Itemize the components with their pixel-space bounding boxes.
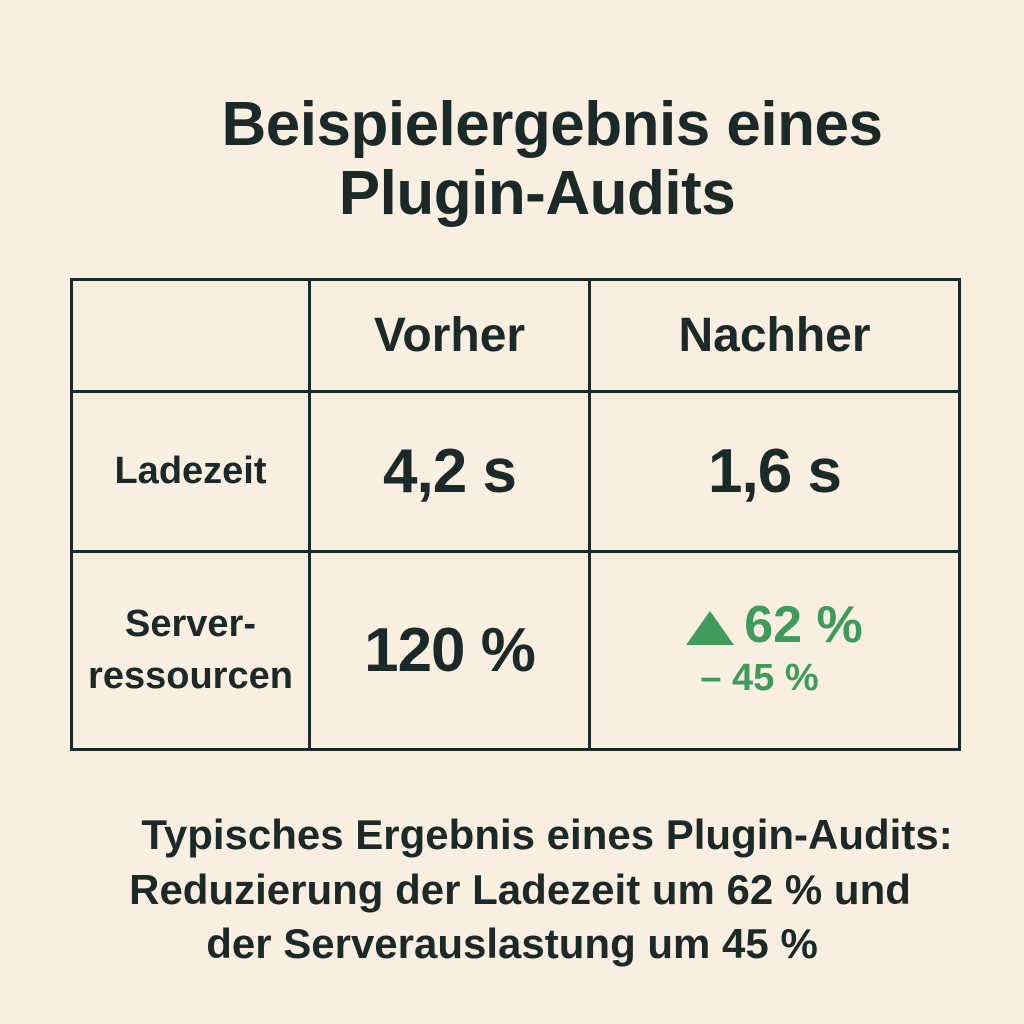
caption-line-2: Reduzierung der Ladezeit um 62 % und — [129, 865, 911, 913]
server-resources-after-secondary: – 45 % — [700, 657, 819, 700]
table-row-load-time: Ladezeit 4,2 s 1,6 s — [70, 390, 961, 553]
title-line-1: Beispielergebnis eines — [221, 89, 883, 159]
table-row-server-resources: Server- ressourcen 120 % 62 % – 45 % — [70, 550, 961, 751]
row-label-server-resources: Server- ressourcen — [70, 550, 311, 751]
caption-line-1: Typisches Ergebnis eines Plugin-Audits: — [141, 811, 953, 858]
caption-line-3: der Serverauslastung um 45 % — [206, 920, 818, 968]
header-empty-cell — [70, 278, 311, 393]
server-resources-after-primary-value: 62 % — [744, 596, 863, 655]
row-label-text: Ladezeit — [114, 449, 267, 492]
column-header-before: Vorher — [308, 278, 591, 393]
audit-results-table: Vorher Nachher Ladezeit 4,2 s 1,6 s Serv… — [70, 278, 961, 751]
server-resources-after-cell: 62 % – 45 % — [588, 550, 961, 751]
title-line-2: Plugin-Audits — [338, 158, 736, 228]
summary-caption: Typisches Ergebnis eines Plugin-Audits: … — [0, 808, 1024, 972]
server-resources-after-primary: 62 % — [591, 597, 958, 654]
row-label-line-1: Server- — [125, 603, 256, 646]
row-label-load-time: Ladezeit — [70, 390, 311, 553]
load-time-before-value: 4,2 s — [308, 390, 591, 553]
server-resources-before-value: 120 % — [308, 550, 591, 751]
table-header-row: Vorher Nachher — [70, 278, 961, 393]
column-header-after: Nachher — [588, 278, 961, 393]
row-label-line-2: ressourcen — [88, 654, 293, 697]
load-time-after-value: 1,6 s — [588, 390, 961, 553]
page-title: Beispielergebnis eines Plugin-Audits — [0, 90, 1024, 229]
triangle-up-icon — [686, 610, 735, 645]
